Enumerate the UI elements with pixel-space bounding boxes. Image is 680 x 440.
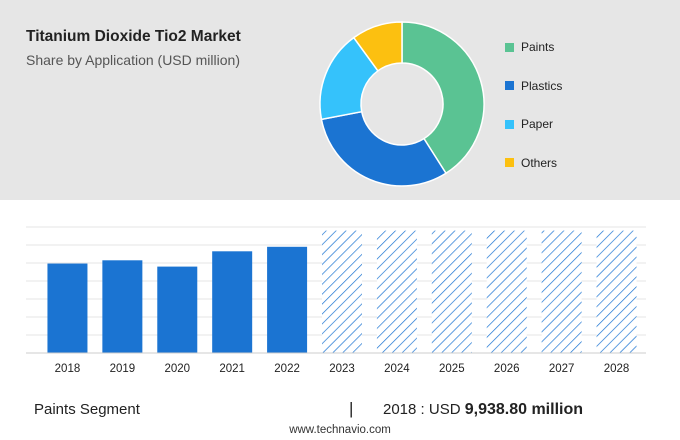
legend-label: Paints: [521, 40, 555, 54]
bar-2021: [212, 251, 253, 353]
donut-chart: [319, 21, 485, 187]
website-link[interactable]: www.technavio.com: [289, 424, 391, 436]
chart-subtitle: Share by Application (USD million): [26, 52, 240, 68]
bar-2019: [102, 260, 143, 353]
year-label: 2018 : USD: [383, 401, 461, 418]
legend-label: Plastics: [521, 78, 563, 93]
donut-slice-others: [352, 21, 403, 72]
x-tick-label: 2025: [439, 363, 465, 375]
x-tick-label: 2022: [274, 363, 300, 375]
x-tick-label: 2018: [55, 363, 81, 375]
segment-value: 2018 : USD 9,938.80 million: [383, 401, 583, 419]
x-tick-label: 2020: [164, 363, 190, 375]
legend-item-paints: Paints: [505, 40, 554, 54]
x-tick-label: 2023: [329, 363, 355, 375]
bar-chart: 2018 2019 2020 2021 2022 2023 2024 2025 2026 2027…: [26, 226, 646, 375]
footer-separator: |: [349, 399, 354, 418]
x-tick-label: 2024: [384, 363, 410, 375]
x-tick-label: 2026: [494, 363, 520, 375]
donut-slice-plastics: [320, 110, 447, 187]
bar-2020: [157, 266, 198, 353]
x-tick-label: 2019: [110, 363, 136, 375]
bar-forecast-2023: [322, 230, 362, 353]
legend-swatch: [505, 158, 514, 167]
bar-forecast-2028: [596, 230, 637, 353]
bar-forecast-2027: [541, 230, 582, 353]
segment-label: Paints Segment: [34, 401, 140, 418]
bar-forecast-2024: [376, 230, 417, 353]
bar-forecast-2025: [431, 230, 472, 353]
x-tick-label: 2027: [549, 363, 575, 375]
legend-swatch: [505, 81, 514, 90]
legend-item-others: Others: [505, 156, 557, 170]
legend-label: Others: [521, 155, 558, 170]
value-amount: 9,938.80 million: [464, 401, 583, 418]
bar-2018: [47, 263, 88, 353]
bar-forecast-2026: [486, 230, 527, 353]
x-tick-label: 2028: [604, 363, 630, 375]
legend-item-plastics: Plastics: [505, 79, 562, 93]
x-tick-label: 2021: [219, 363, 245, 375]
legend-label: Paper: [521, 117, 554, 131]
legend-swatch: [505, 119, 514, 129]
legend-item-paper: Paper: [505, 117, 553, 131]
legend-swatch: [505, 42, 514, 52]
bar-2022: [267, 246, 308, 353]
donut-slice-paints: [401, 21, 485, 175]
chart-title: Titanium Dioxide Tio2 Market: [26, 28, 241, 45]
